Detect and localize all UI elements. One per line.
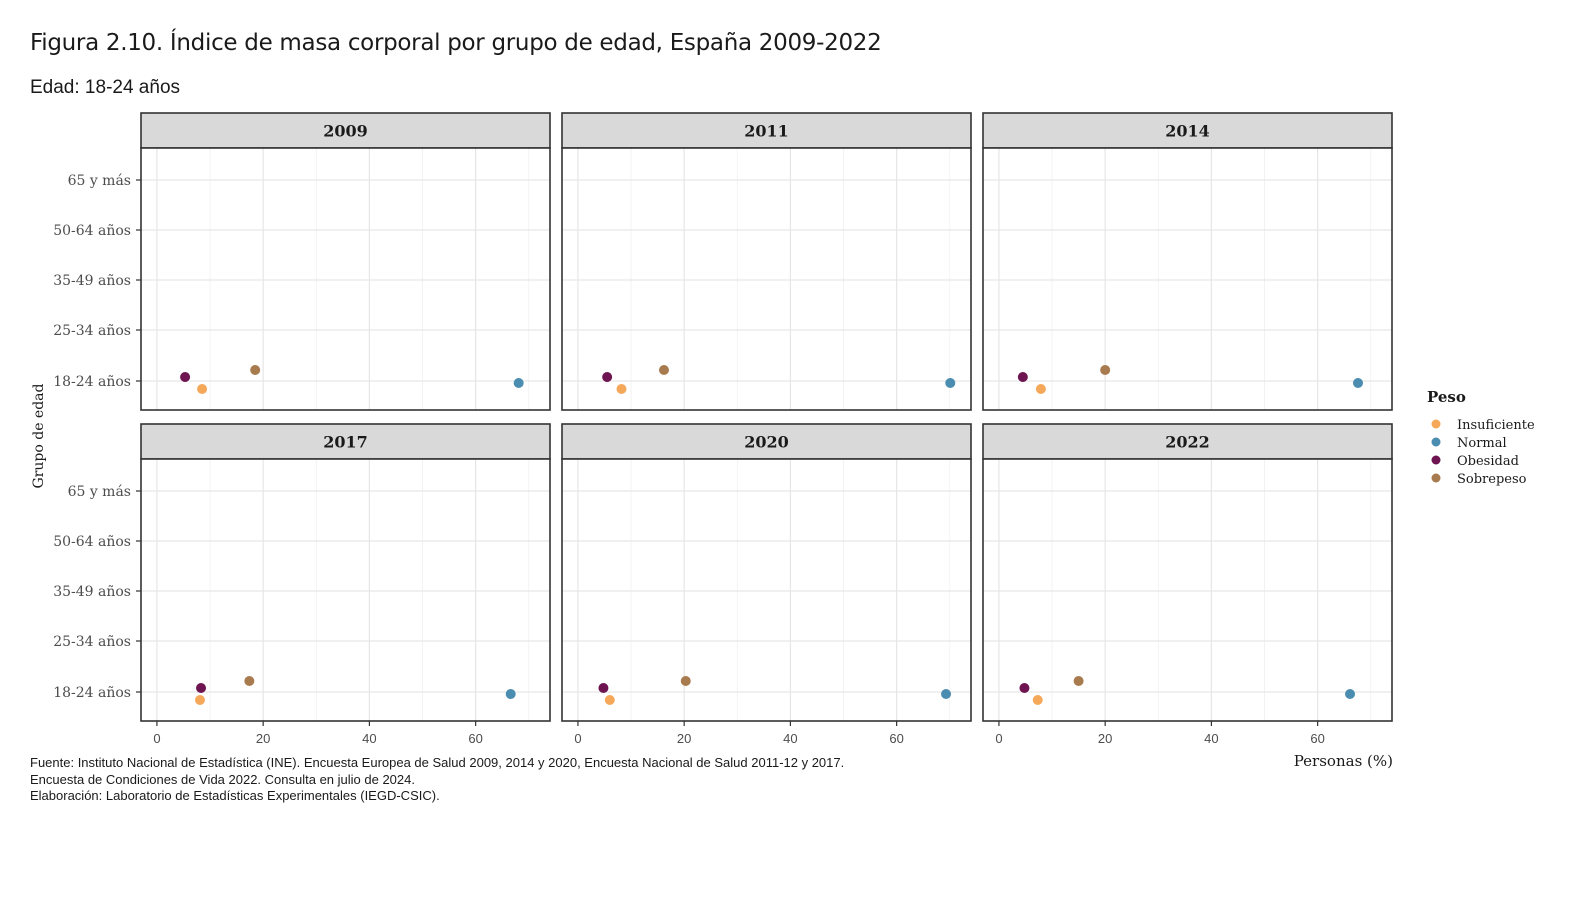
legend-key-obesidad: [1431, 455, 1441, 465]
y-tick-label: 18-24 años: [53, 374, 131, 390]
legend-label: Insuficiente: [1457, 418, 1535, 433]
legend-key-sobrepeso: [1431, 473, 1441, 483]
panel-border: [561, 147, 972, 411]
x-tick-label: 20: [677, 731, 691, 746]
y-tick-label: 65 y más: [68, 484, 131, 500]
legend-title: Peso: [1427, 388, 1466, 406]
facet-strip: [982, 423, 1393, 460]
data-point-insuficiente: [604, 695, 615, 705]
x-tick-label: 40: [362, 731, 376, 746]
facet-strip: [982, 112, 1393, 149]
data-point-obesidad: [598, 683, 609, 693]
panel-background: [141, 459, 550, 721]
facet-label: 2014: [1165, 122, 1210, 141]
x-tick-label: 0: [153, 731, 160, 746]
legend-label: Normal: [1457, 436, 1507, 451]
panel-background: [141, 148, 550, 410]
data-point-normal: [941, 689, 952, 699]
x-tick-label: 40: [1204, 731, 1218, 746]
source-caption: Fuente: Instituto Nacional de Estadístic…: [30, 755, 844, 805]
x-tick-label: 60: [468, 731, 482, 746]
x-tick-label: 60: [889, 731, 903, 746]
data-point-sobrepeso: [1100, 365, 1111, 375]
data-point-normal: [945, 378, 956, 388]
legend-key-insuficiente: [1431, 419, 1441, 429]
facet-label: 2017: [323, 433, 368, 452]
legend-label: Sobrepeso: [1457, 472, 1527, 487]
panel-border: [982, 147, 1393, 411]
data-point-insuficiente: [1032, 695, 1043, 705]
facet-label: 2009: [323, 122, 368, 141]
data-point-normal: [505, 689, 516, 699]
y-tick-label: 18-24 años: [53, 685, 131, 701]
facet-label: 2011: [744, 122, 789, 141]
data-point-sobrepeso: [680, 676, 691, 686]
y-axis-title: Grupo de edad: [31, 383, 47, 488]
data-point-obesidad: [602, 372, 613, 382]
data-point-normal: [513, 378, 524, 388]
data-point-obesidad: [1019, 683, 1030, 693]
x-axis-title: Personas (%): [1294, 752, 1393, 770]
data-point-normal: [1353, 378, 1364, 388]
facet-label: 2022: [1165, 433, 1210, 452]
y-tick-label: 50-64 años: [53, 223, 131, 239]
y-tick-label: 65 y más: [68, 173, 131, 189]
y-tick-label: 35-49 años: [53, 273, 131, 289]
panel-background: [983, 459, 1392, 721]
data-point-obesidad: [1017, 372, 1028, 382]
panel-background: [562, 459, 971, 721]
panel-border: [561, 458, 972, 722]
facet-strip: [140, 423, 551, 460]
data-point-insuficiente: [194, 695, 205, 705]
data-point-insuficiente: [1035, 384, 1046, 394]
data-point-obesidad: [180, 372, 191, 382]
legend-key-normal: [1431, 437, 1441, 447]
x-tick-label: 20: [1098, 731, 1112, 746]
facet-strip: [561, 423, 972, 460]
facet-label: 2020: [744, 433, 789, 452]
chart-subtitle: Edad: 18-24 años: [30, 77, 181, 98]
x-tick-label: 20: [256, 731, 270, 746]
facet-strip: [140, 112, 551, 149]
panel-border: [140, 147, 551, 411]
x-tick-label: 0: [995, 731, 1002, 746]
legend-label: Obesidad: [1457, 454, 1519, 469]
x-tick-label: 40: [783, 731, 797, 746]
y-tick-label: 50-64 años: [53, 534, 131, 550]
data-point-insuficiente: [197, 384, 208, 394]
data-point-sobrepeso: [1073, 676, 1084, 686]
data-point-sobrepeso: [658, 365, 669, 375]
data-point-obesidad: [196, 683, 207, 693]
x-tick-label: 60: [1310, 731, 1324, 746]
data-point-sobrepeso: [244, 676, 255, 686]
panel-border: [140, 458, 551, 722]
panel-background: [562, 148, 971, 410]
data-point-sobrepeso: [250, 365, 261, 375]
x-tick-label: 0: [574, 731, 581, 746]
data-point-normal: [1345, 689, 1356, 699]
caption-line-2: Encuesta de Condiciones de Vida 2022. Co…: [30, 771, 415, 787]
y-tick-label: 25-34 años: [53, 323, 131, 339]
y-tick-label: 25-34 años: [53, 634, 131, 650]
caption-line-1: Fuente: Instituto Nacional de Estadístic…: [30, 755, 845, 770]
data-point-insuficiente: [616, 384, 627, 394]
y-tick-label: 35-49 años: [53, 584, 131, 600]
chart-title: Figura 2.10. Índice de masa corporal por…: [30, 30, 882, 56]
panel-background: [983, 148, 1392, 410]
caption-line-3: Elaboración: Laboratorio de Estadísticas…: [30, 788, 440, 803]
panel-border: [982, 458, 1393, 722]
